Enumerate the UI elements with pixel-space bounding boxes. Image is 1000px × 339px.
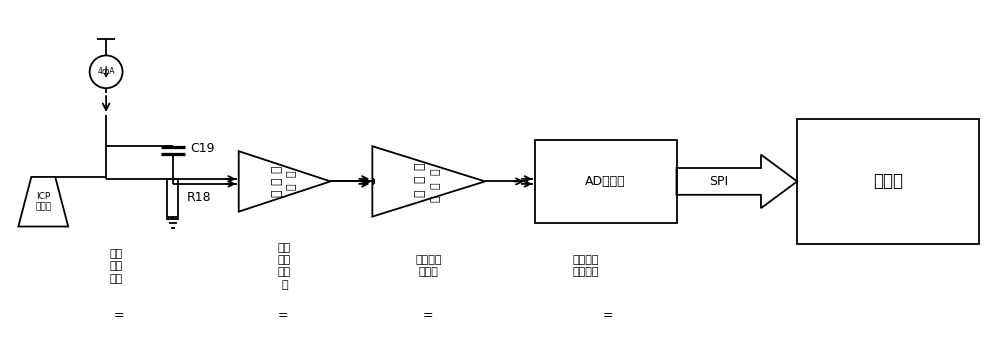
Bar	[535, 140, 677, 223]
Text: ICP
传感器: ICP 传感器	[35, 192, 51, 212]
Text: =: =	[423, 309, 434, 322]
Text: 器: 器	[271, 190, 284, 197]
Text: =: =	[277, 309, 288, 322]
Text: =: =	[114, 309, 124, 322]
Text: 模拟数字
转换单元: 模拟数字 转换单元	[573, 255, 599, 277]
Text: 抗混叠滤
波单元: 抗混叠滤 波单元	[415, 255, 442, 277]
Text: 器: 器	[430, 195, 440, 202]
Bar	[167, 179, 178, 217]
Text: 可编
程增
益单
元: 可编 程增 益单 元	[278, 243, 291, 290]
Text: 叠: 叠	[414, 190, 427, 197]
Text: SPI: SPI	[709, 175, 728, 188]
Text: 滤: 滤	[430, 168, 440, 175]
Text: 放: 放	[271, 166, 284, 173]
Text: C19: C19	[190, 142, 214, 155]
Text: 波: 波	[430, 182, 440, 189]
Text: 抗: 抗	[414, 163, 427, 170]
Text: 放: 放	[287, 170, 297, 177]
Text: 处理器: 处理器	[873, 173, 903, 191]
Text: =: =	[602, 309, 613, 322]
Text: 大: 大	[287, 183, 297, 190]
Text: 信号
接收
单元: 信号 接收 单元	[109, 249, 123, 284]
Text: 混: 混	[414, 176, 427, 183]
Bar	[797, 119, 979, 244]
Text: 4mA: 4mA	[97, 67, 115, 76]
Text: 大: 大	[271, 178, 284, 185]
Text: R18: R18	[187, 191, 211, 204]
Text: AD转换器: AD转换器	[585, 175, 626, 188]
